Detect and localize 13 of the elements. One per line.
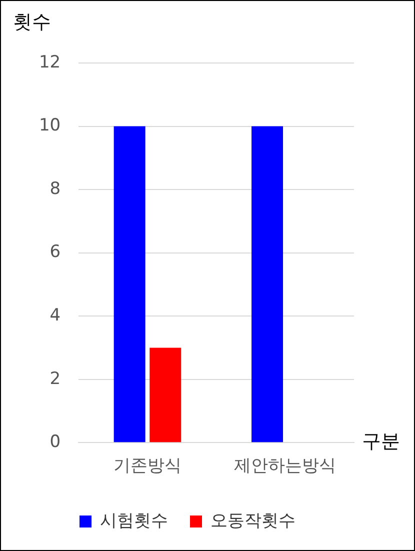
y-tick-label: 6 (50, 242, 61, 262)
y-tick-label: 0 (50, 432, 61, 452)
y-axis-title: 횟수 (13, 10, 51, 33)
legend-label: 시험횟수 (100, 510, 168, 531)
y-tick-label: 4 (50, 305, 61, 326)
y-tick-label: 2 (50, 368, 61, 389)
y-tick-label: 8 (50, 178, 61, 199)
x-axis-title: 구분 (362, 430, 400, 453)
y-tick-label: 10 (38, 116, 61, 136)
x-tick-label: 제안하는방식 (234, 456, 336, 476)
legend-label: 오동작횟수 (210, 510, 296, 531)
x-tick-label: 기존방식 (113, 456, 182, 476)
y-tick-label: 12 (38, 52, 61, 72)
